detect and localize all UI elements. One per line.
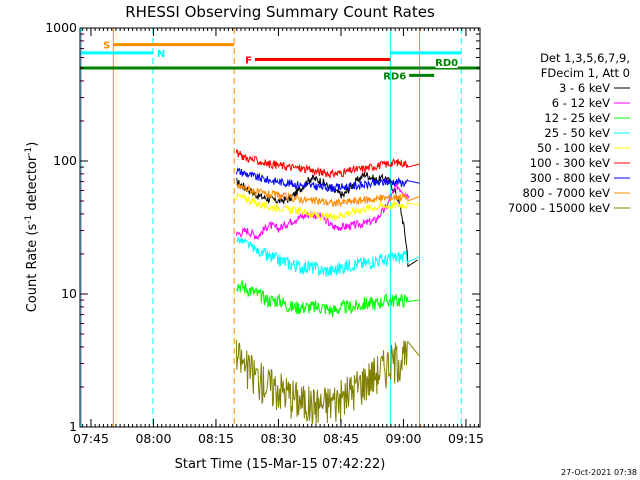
instrument-state-lines (80, 28, 462, 427)
series-line-8 (235, 339, 420, 425)
x-tick-label-6: 09:15 (448, 431, 484, 446)
x-axis-label: Start Time (15-Mar-15 07:42:22) (175, 457, 386, 472)
series-line-6 (235, 167, 420, 193)
legend-label-0: 3 - 6 keV (559, 81, 610, 95)
y-axis-label: Count Rate (s-1 detector-1) (24, 142, 40, 313)
x-tick-label-2: 08:15 (198, 431, 234, 446)
series-line-1 (235, 183, 410, 240)
flag-label-bg-RD0 (435, 58, 458, 69)
legend-label-2: 12 - 25 keV (544, 111, 610, 125)
y-axis-label-end: ) (25, 142, 40, 147)
series-line-0 (236, 172, 418, 268)
series-line-7 (235, 183, 420, 207)
y-axis: 1 10 100 1000 (45, 20, 480, 434)
plot-frame (79, 27, 481, 428)
x-tick-label-4: 08:45 (323, 431, 359, 446)
legend-header-2: FDecim 1, Att 0 (541, 66, 630, 80)
flag-label-F: F (245, 55, 252, 66)
x-tick-label-1: 08:00 (135, 431, 171, 446)
series-layer (235, 149, 420, 425)
y-tick-label-3: 1000 (45, 20, 77, 35)
flag-label-S: S (103, 41, 110, 52)
series-line-2 (235, 279, 420, 318)
y-tick-label-0: 1 (69, 419, 77, 434)
y-axis-label-sup1: -1 (24, 215, 34, 224)
legend: Det 1,3,5,6,7,9, FDecim 1, Att 0 3 - 6 k… (508, 51, 630, 215)
legend-label-8: 7000 - 15000 keV (508, 201, 610, 215)
y-tick-label-1: 10 (61, 286, 77, 301)
series-line-5 (235, 149, 420, 180)
flag-label-RD0: RD0 (435, 58, 458, 69)
legend-label-5: 100 - 300 keV (530, 156, 610, 170)
series-line-3 (236, 236, 420, 278)
y-tick-label-2: 100 (53, 153, 77, 168)
x-tick-label-5: 09:00 (385, 431, 421, 446)
legend-label-6: 300 - 800 keV (530, 171, 610, 185)
flag-bars: S N F RD0 RD6 (80, 41, 480, 82)
flag-label-N: N (157, 49, 165, 60)
x-axis: 07:45 08:00 08:15 08:30 08:45 09:00 09:15 (73, 28, 484, 446)
legend-label-4: 50 - 100 keV (537, 141, 610, 155)
x-tick-label-0: 07:45 (73, 431, 109, 446)
legend-label-7: 800 - 7000 keV (522, 186, 610, 200)
timestamp: 27-Oct-2021 07:38 (561, 468, 637, 477)
chart-title: RHESSI Observing Summary Count Rates (125, 3, 435, 21)
flag-label-RD6: RD6 (383, 71, 406, 82)
series-line-4 (235, 192, 420, 223)
legend-label-1: 6 - 12 keV (552, 96, 610, 110)
legend-header-1: Det 1,3,5,6,7,9, (540, 51, 630, 65)
y-axis-label-main: Count Rate (s (25, 224, 40, 313)
y-axis-label-mid: detector (25, 155, 40, 215)
legend-label-3: 25 - 50 keV (544, 126, 610, 140)
x-tick-label-3: 08:30 (260, 431, 296, 446)
y-axis-label-sup2: -1 (24, 147, 34, 156)
